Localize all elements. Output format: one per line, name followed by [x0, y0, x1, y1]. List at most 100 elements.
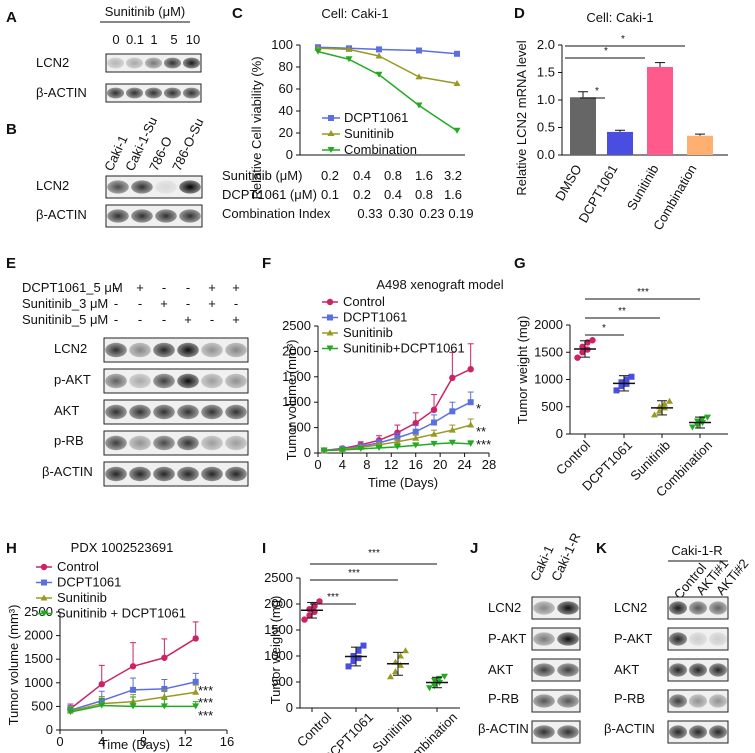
panel-e-treatment-3: Sunitinib_5 μM: [22, 312, 108, 327]
panel-c-ylabel: Relative Cell viability (%): [249, 56, 264, 199]
panel-e-band-r1-l3: [153, 342, 175, 358]
panel-e-row-3: AKT: [54, 403, 79, 418]
panel-g-ytick-label-1: 500: [541, 399, 563, 414]
panel-j-row-5: β-ACTIN: [478, 721, 529, 736]
panel-b-blot: [105, 175, 203, 228]
panel-i-point-c2-1: [345, 663, 352, 670]
panel-f-ytick-label-0: 0: [304, 445, 311, 460]
panel-k-row-2: P-AKT: [614, 631, 652, 646]
panel-b-band-r1-l1: [107, 180, 129, 194]
panel-d-ylabel: Relative LCN2 mRNA level: [514, 40, 529, 195]
panel-i-points: [301, 598, 448, 692]
panel-i-significance: *** *** ***: [310, 548, 437, 605]
panel-h-point-s2-5: [192, 678, 199, 685]
panel-e-band-r2-l5: [201, 373, 223, 389]
panel-b: B Caki-1 Caki-1-Su 786-O 786-O-Su LCN2 β…: [6, 115, 207, 228]
panel-h-legend-marker-4: [40, 610, 48, 617]
panel-g-point-c4-1: [689, 424, 696, 431]
panel-g-point-c4-6: [704, 414, 711, 421]
panel-e-blot: [103, 337, 249, 487]
panel-c-legend-1: DCPT1061: [344, 110, 408, 125]
panel-e-strip-4: [103, 430, 249, 456]
panel-c-point-s2-5: [453, 80, 461, 86]
panel-e-sign-r2-l2: -: [138, 296, 142, 311]
panel-c-table-r1-c2: 0.4: [353, 168, 371, 183]
panel-h-legend-marker-1: [40, 563, 48, 571]
panel-f-axes: 0 4 8 12 16 20 24 28 0 500 1000 1500 2000 2500: [282, 318, 496, 472]
panel-i-sig-3: ***: [368, 548, 380, 559]
panel-j-band-r2-l1: [533, 632, 555, 646]
panel-k-row-1: LCN2: [614, 600, 647, 615]
panel-k-group: Caki-1-R: [671, 543, 722, 558]
panel-j-lane-2: Caki-1-R: [548, 530, 583, 583]
panel-h-sig-3: ***: [198, 708, 213, 723]
panel-j-band-r5-l1: [533, 725, 555, 739]
panel-f-legend-marker-4: [326, 345, 334, 352]
panel-a: A Sunitinib (μM) 0 0.1 1 5 10 LCN2 β-ACT…: [6, 4, 202, 103]
panel-c-point-s1-4: [416, 47, 422, 54]
panel-e-band-r1-l5: [201, 342, 223, 358]
panel-a-header: Sunitinib (μM): [105, 4, 185, 19]
panel-b-row-lcn2: LCN2: [36, 178, 69, 193]
panel-j-letter: J: [470, 540, 478, 557]
panel-i-ylabel: Tumor weight (mg): [268, 596, 283, 705]
panel-f-xtick-label-5: 20: [433, 457, 447, 472]
panel-e-band-r5-l1: [105, 466, 127, 482]
panel-e-band-r2-l2: [129, 373, 151, 389]
panel-f-point-s4-4: [375, 444, 383, 451]
panel-e-band-r5-l2: [129, 466, 151, 482]
panel-e-band-r3-l2: [129, 404, 151, 420]
panel-f-xtick-label-7: 28: [482, 457, 496, 472]
panel-e-letter: E: [6, 255, 16, 272]
panel-c-table-r2-c5: 1.6: [444, 187, 462, 202]
panel-f-point-s3-5: [393, 438, 401, 445]
panel-a-lane-1: 0: [112, 32, 119, 47]
panel-e-treatments: DCPT1061_5 μM Sunitinib_3 μM Sunitinib_5…: [22, 280, 240, 327]
panel-g-cat-1: Control: [553, 437, 593, 477]
panel-j-band-r5-l2: [557, 725, 579, 739]
panel-e-strip-1: [103, 337, 249, 363]
panel-c-table-r3-c5: 0.19: [448, 206, 473, 221]
panel-f-series: [320, 343, 475, 454]
panel-g-point-c3-1: [651, 411, 658, 418]
panel-d-sig-3: *: [621, 34, 625, 45]
panel-e-band-r1-l1: [105, 342, 127, 358]
panel-h-point-s2-3: [130, 686, 137, 693]
panel-e-band-r4-l5: [201, 435, 223, 451]
panel-k-band-r2-l3: [709, 632, 727, 646]
panel-c-point-s3-5: [453, 127, 461, 134]
panel-f-point-s2-6: [412, 428, 419, 435]
panel-a-band-r2-l5: [182, 87, 201, 99]
panel-a-lane-5: 10: [186, 32, 200, 47]
panel-e-band-r4-l3: [153, 435, 175, 451]
panel-k-band-r5-l3: [709, 725, 727, 739]
panel-h-ytick-label-3: 1500: [24, 651, 53, 666]
panel-c-legend: DCPT1061 Sunitinib Combination: [322, 110, 417, 157]
panel-h-point-s1-5: [192, 635, 199, 642]
panel-k-band-r3-l2: [689, 663, 707, 677]
panel-c-series: [314, 44, 461, 134]
panel-e-sign-r3-l5: -: [210, 312, 214, 327]
panel-d-sig-2: *: [604, 46, 608, 57]
panel-h-axes: 0 4 8 12 16 0 500 1000 1500 2000 2500: [24, 604, 234, 749]
panel-h-sig-1: ***: [198, 683, 213, 698]
panel-a-band-r1-l4: [163, 57, 182, 69]
panel-k-letter: K: [596, 540, 607, 557]
panel-i-cat-1: Control: [294, 709, 334, 749]
panel-i-sig-1: ***: [327, 592, 339, 603]
panel-e-row-4: p-RB: [54, 433, 84, 448]
panel-k-band-r4-l3: [709, 694, 727, 708]
panel-g-letter: G: [514, 255, 526, 272]
panel-d-cat-1: DMSO: [552, 162, 584, 203]
panel-i-ytick-label-2: 1000: [264, 648, 293, 663]
panel-k-band-r1-l1: [669, 601, 687, 615]
panel-a-band-r1-l1: [106, 57, 125, 69]
panel-h-point-s3-5: [192, 688, 200, 695]
panel-f-point-s4-6: [412, 442, 420, 449]
panel-c-table-r3-c3: 0.30: [388, 206, 413, 221]
panel-h-legend-3: Sunitinib: [57, 590, 107, 605]
panel-j-row-4: P-RB: [488, 691, 519, 706]
panel-j-row-1: LCN2: [488, 600, 521, 615]
panel-g-axes: 0 500 1000 1500 2000: [534, 317, 728, 441]
